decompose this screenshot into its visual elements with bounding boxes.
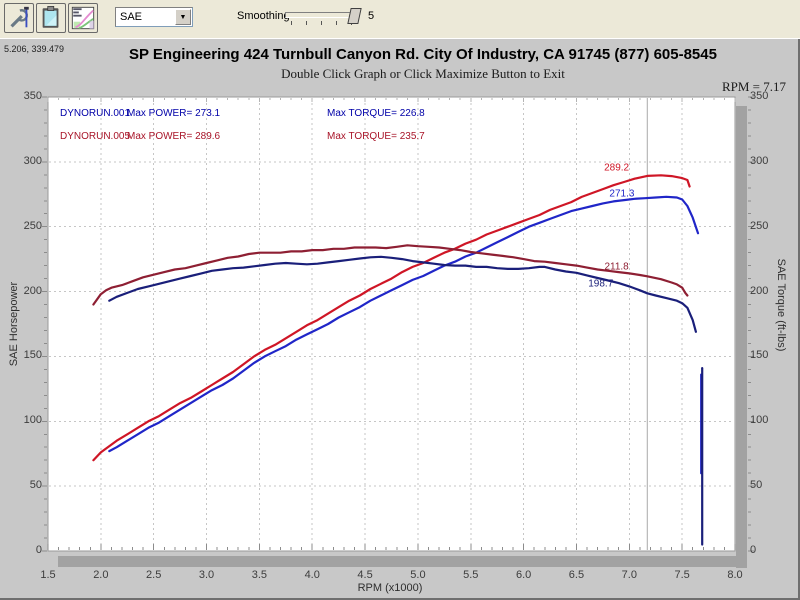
- smoothing-slider-thumb[interactable]: [347, 8, 362, 24]
- y-tick-label-left: 150: [23, 349, 42, 362]
- slider-tick: [336, 21, 337, 25]
- curve-value-label: 211.8: [604, 261, 629, 273]
- curve-value-label: 271.3: [609, 188, 635, 200]
- x-tick-label: 4.5: [357, 569, 373, 581]
- toolbar: SAE ▼ Smoothing 5: [0, 0, 800, 39]
- graph-window[interactable]: 5.206, 339.479 SP Engineering 424 Turnbu…: [0, 39, 800, 600]
- correction-select[interactable]: SAE ▼: [115, 7, 193, 27]
- y-tick-label-left: 200: [23, 284, 42, 297]
- legend-run1-power: Max POWER= 273.1: [127, 108, 221, 119]
- y-tick-label-left: 300: [23, 154, 42, 167]
- y-tick-label-right: 300: [750, 154, 769, 167]
- rpm-cursor-readout: RPM = 7.17: [721, 79, 786, 94]
- legend-run1-torque: Max TORQUE= 226.8: [327, 108, 425, 119]
- x-tick-label: 8.0: [727, 569, 743, 581]
- plot-shadow-bottom: [58, 556, 747, 567]
- x-tick-label: 6.5: [568, 569, 585, 581]
- chart-subtitle: Double Click Graph or Click Maximize But…: [281, 66, 565, 81]
- y-tick-label-right: 150: [750, 349, 769, 362]
- clipboard-button[interactable]: [36, 3, 66, 33]
- clipboard-icon: [42, 6, 59, 28]
- wrench-icon: [10, 6, 29, 28]
- x-tick-label: 7.0: [621, 569, 637, 581]
- legend-run5-power: Max POWER= 289.6: [127, 131, 221, 142]
- tools-button[interactable]: [4, 3, 34, 33]
- x-tick-label: 5.0: [410, 569, 426, 581]
- plot-background[interactable]: [47, 96, 736, 552]
- x-tick-label: 3.5: [251, 569, 268, 581]
- dyno-curve: [92, 174, 691, 462]
- x-tick-label: 7.5: [674, 569, 690, 581]
- dyno-curve: [108, 255, 698, 333]
- x-tick-label: 2.0: [93, 569, 109, 581]
- x-tick-label: 2.5: [146, 569, 162, 581]
- smoothing-label: Smoothing: [237, 10, 290, 22]
- dyno-plot[interactable]: [0, 39, 800, 600]
- graph-icon: [71, 6, 95, 30]
- y-tick-label-left: 250: [23, 219, 42, 232]
- y-tick-label-right: 250: [750, 219, 769, 232]
- dyno-curve: [92, 244, 689, 306]
- slider-tick: [291, 21, 292, 25]
- smoothing-slider[interactable]: [285, 6, 362, 30]
- legend-run5-name: DYNORUN.005: [60, 131, 131, 142]
- slider-tick: [306, 21, 307, 25]
- y-tick-label-right: 350: [750, 90, 769, 102]
- y-tick-label-left: 0: [35, 544, 42, 556]
- x-tick-label: 6.0: [515, 569, 532, 581]
- x-tick-label: 3.0: [198, 569, 215, 581]
- y-tick-label-right: 200: [750, 284, 769, 297]
- y-axis-title-right: SAE Torque (ft-lbs): [775, 258, 787, 352]
- dyno-curve: [108, 195, 700, 453]
- x-axis-title: RPM (x1000): [357, 582, 423, 594]
- y-tick-label-right: 100: [750, 414, 769, 427]
- y-tick-label-left: 100: [23, 414, 42, 427]
- curve-value-label: 289.2: [604, 162, 630, 174]
- correction-select-value: SAE: [120, 11, 143, 23]
- x-tick-label: 1.5: [40, 569, 56, 581]
- smoothing-value: 5: [368, 10, 375, 22]
- legend-run5-torque: Max TORQUE= 235.7: [327, 131, 425, 142]
- y-tick-label-left: 50: [29, 479, 42, 492]
- combo-dropdown-arrow-icon[interactable]: ▼: [175, 9, 191, 25]
- chart-title: SP Engineering 424 Turnbull Canyon Rd. C…: [129, 46, 717, 63]
- cursor-coordinates-readout: 5.206, 339.479: [4, 44, 65, 54]
- x-tick-label: 5.5: [463, 569, 479, 581]
- y-tick-label-right: 50: [750, 479, 763, 492]
- slider-tick: [321, 21, 322, 25]
- y-tick-label-right: 0: [750, 544, 757, 556]
- y-tick-label-left: 350: [23, 90, 42, 102]
- legend-run1-name: DYNORUN.001: [60, 108, 131, 119]
- x-tick-label: 4.0: [304, 569, 320, 581]
- graph-button[interactable]: [68, 3, 98, 33]
- curve-value-label: 198.7: [588, 278, 614, 290]
- plot-shadow-right: [736, 106, 747, 568]
